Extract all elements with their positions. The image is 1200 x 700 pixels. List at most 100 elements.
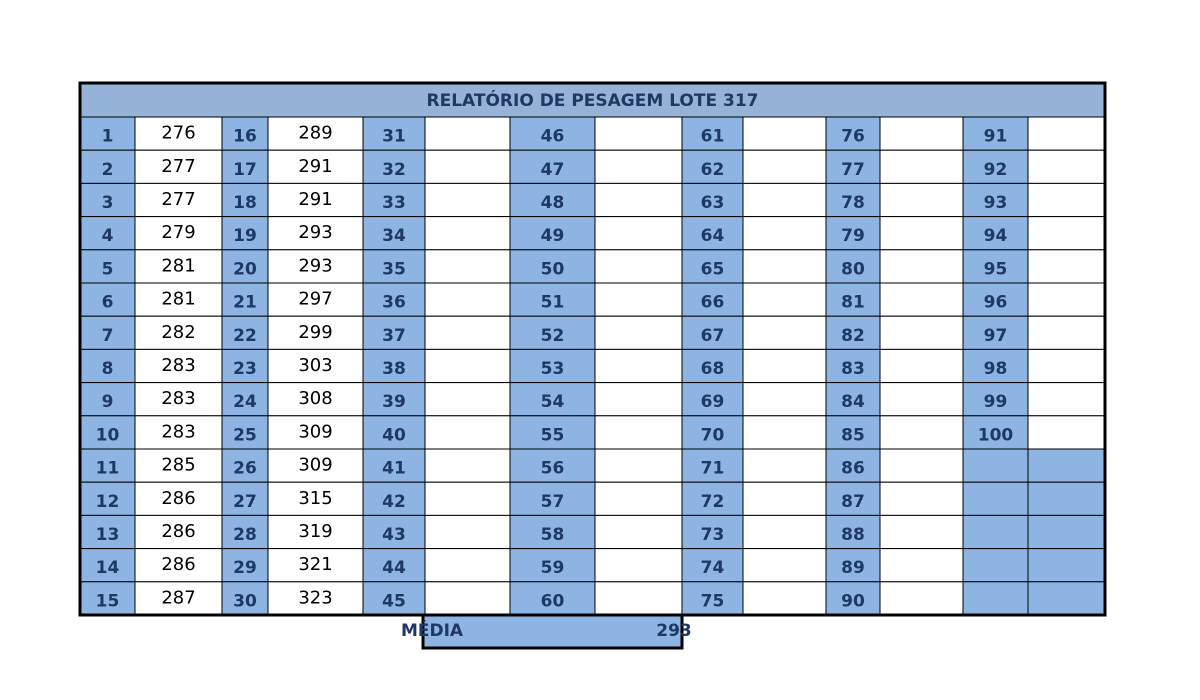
index-number: 24 <box>233 392 257 412</box>
index-cell <box>962 581 1029 616</box>
index-number: 43 <box>382 525 406 545</box>
index-number: 93 <box>984 193 1008 213</box>
value-cell <box>879 415 964 450</box>
value-cell <box>424 415 511 450</box>
index-cell <box>962 116 1029 151</box>
index-number: 25 <box>233 425 257 445</box>
weight-value: 291 <box>298 189 332 210</box>
weight-value: 279 <box>161 222 195 243</box>
index-number: 19 <box>233 226 257 246</box>
index-number: 56 <box>541 459 565 479</box>
value-cell <box>879 348 964 384</box>
index-number: 55 <box>541 425 565 445</box>
index-cell <box>509 216 596 251</box>
value-cell <box>879 149 964 184</box>
index-number: 78 <box>841 193 865 213</box>
index-cell <box>509 548 596 583</box>
index-number: 42 <box>382 492 406 512</box>
value-cell <box>1027 448 1106 483</box>
index-number: 71 <box>701 459 725 479</box>
index-number: 95 <box>984 259 1008 279</box>
value-cell <box>742 481 827 516</box>
index-number: 33 <box>382 193 406 213</box>
index-cell <box>681 382 744 417</box>
value-cell <box>1027 216 1106 251</box>
value-cell <box>594 149 683 184</box>
index-number: 16 <box>233 127 257 147</box>
value-cell <box>267 348 364 384</box>
value-cell <box>1027 182 1106 218</box>
value-cell <box>879 315 964 350</box>
value-cell <box>267 415 364 450</box>
value-cell <box>742 348 827 384</box>
value-cell <box>879 116 964 151</box>
index-cell <box>362 481 426 516</box>
index-number: 35 <box>382 259 406 279</box>
index-number: 73 <box>701 525 725 545</box>
index-number: 62 <box>701 160 725 180</box>
index-number: 92 <box>984 160 1008 180</box>
index-cell <box>962 548 1029 583</box>
index-number: 36 <box>382 293 406 313</box>
index-number: 6 <box>102 293 114 313</box>
weight-value: 293 <box>298 255 332 276</box>
index-cell <box>509 415 596 450</box>
index-number: 23 <box>233 359 257 379</box>
index-cell <box>362 116 426 151</box>
weight-value: 289 <box>298 123 332 144</box>
index-number: 2 <box>102 160 114 180</box>
index-cell <box>79 315 136 350</box>
index-number: 18 <box>233 193 257 213</box>
index-number: 79 <box>841 226 865 246</box>
index-cell <box>509 514 596 550</box>
value-cell <box>879 581 964 616</box>
index-number: 69 <box>701 392 725 412</box>
index-cell <box>79 581 136 616</box>
weight-value: 276 <box>161 123 195 144</box>
value-cell <box>134 382 223 417</box>
weight-value: 293 <box>298 222 332 243</box>
index-number: 99 <box>984 392 1008 412</box>
index-cell <box>825 382 881 417</box>
value-cell <box>594 315 683 350</box>
index-number: 1 <box>102 127 114 147</box>
value-cell <box>594 182 683 218</box>
index-number: 9 <box>102 392 114 412</box>
title: RELATÓRIO DE PESAGEM LOTE 317 <box>426 89 758 111</box>
index-cell <box>509 182 596 218</box>
index-number: 52 <box>541 326 565 346</box>
index-number: 48 <box>541 193 565 213</box>
value-cell <box>424 216 511 251</box>
index-number: 4 <box>102 226 114 246</box>
index-number: 54 <box>541 392 565 412</box>
index-cell <box>221 514 269 550</box>
index-number: 31 <box>382 127 406 147</box>
value-cell <box>742 116 827 151</box>
index-number: 28 <box>233 525 257 545</box>
index-number: 63 <box>701 193 725 213</box>
index-cell <box>962 216 1029 251</box>
value-cell <box>594 282 683 317</box>
index-number: 94 <box>984 226 1008 246</box>
index-cell <box>79 116 136 151</box>
index-number: 53 <box>541 359 565 379</box>
value-cell <box>1027 116 1106 151</box>
index-cell <box>221 481 269 516</box>
value-cell <box>1027 481 1106 516</box>
index-cell <box>362 149 426 184</box>
index-number: 65 <box>701 259 725 279</box>
index-number: 80 <box>841 259 865 279</box>
weight-value: 285 <box>161 455 195 476</box>
value-cell <box>134 116 223 151</box>
index-cell <box>681 149 744 184</box>
value-cell <box>424 282 511 317</box>
index-cell <box>681 415 744 450</box>
index-number: 100 <box>978 425 1014 445</box>
value-cell <box>267 282 364 317</box>
value-cell <box>742 282 827 317</box>
index-cell <box>221 216 269 251</box>
index-cell <box>362 216 426 251</box>
value-cell <box>424 249 511 284</box>
index-cell <box>681 116 744 151</box>
